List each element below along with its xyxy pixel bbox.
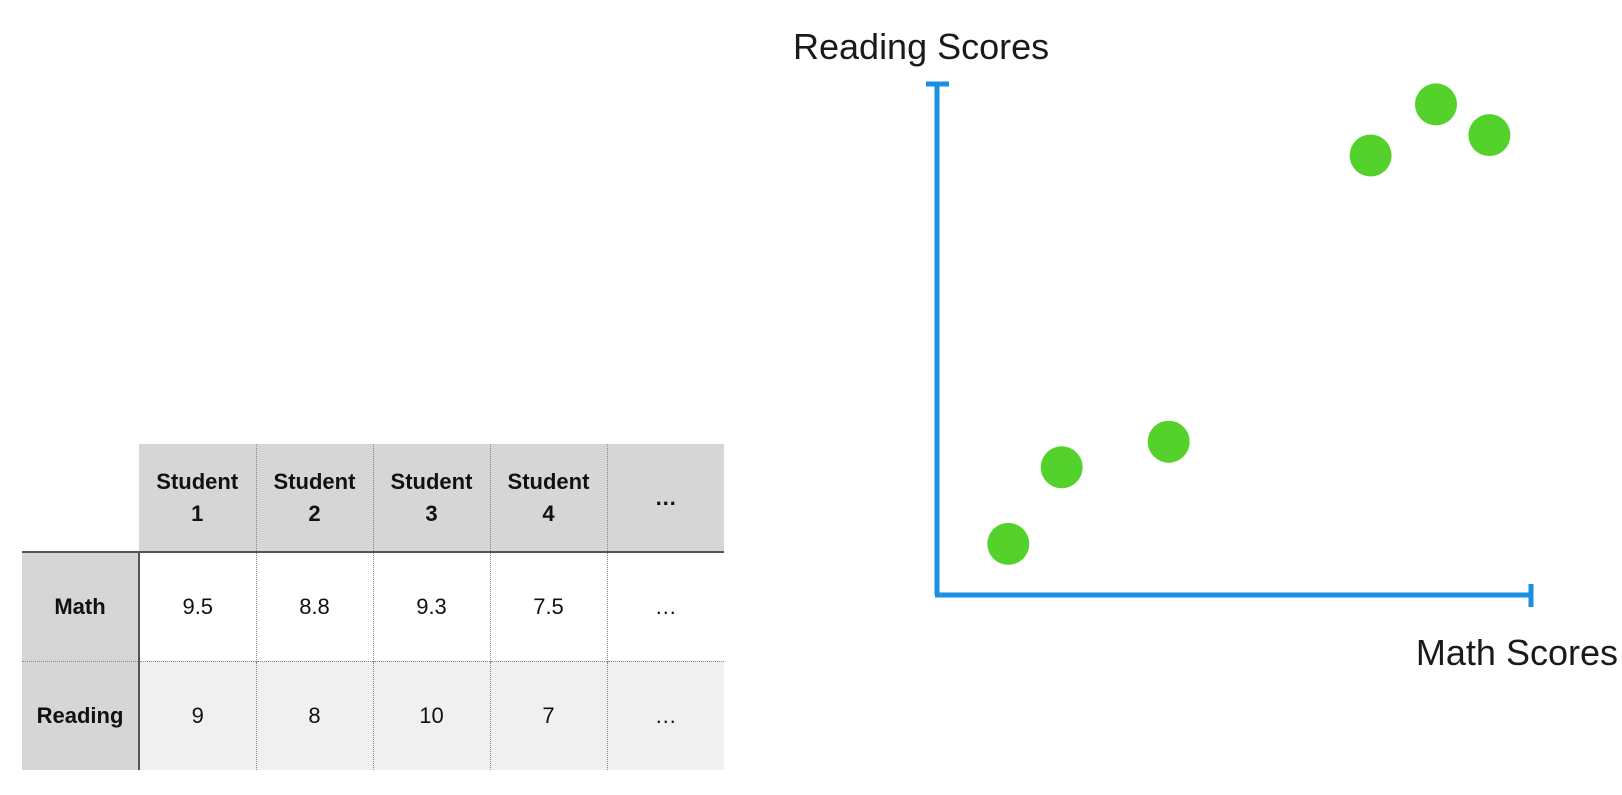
row-header-math: Math — [22, 551, 140, 661]
column-header-label: Student — [156, 468, 239, 494]
column-header-label: Student — [507, 468, 590, 494]
table-cell: 10 — [372, 660, 490, 770]
table-cell: 9.5 — [138, 552, 256, 661]
column-header-number: 1 — [191, 500, 204, 526]
row-header-reading: Reading — [22, 660, 140, 770]
column-header-label: Student — [273, 468, 356, 494]
data-points — [987, 83, 1511, 565]
column-header-more: … — [606, 444, 724, 553]
column-header-student-2: Student 2 — [255, 444, 373, 553]
data-point-5 — [1415, 83, 1457, 126]
column-header-ellipsis: … — [654, 484, 677, 510]
column-header-student-3: Student 3 — [372, 444, 490, 553]
table-cell: 8 — [255, 660, 373, 770]
table-cell: 9.3 — [372, 552, 490, 661]
table-row-math: Math 9.5 8.8 9.3 7.5 … — [22, 551, 724, 661]
column-header-number: 4 — [542, 500, 555, 526]
y-axis-title: Reading Scores — [793, 26, 1049, 67]
x-axis-title: Math Scores — [1416, 632, 1618, 673]
table-cell: 9 — [138, 660, 256, 770]
column-header-student-4: Student 4 — [489, 444, 607, 553]
data-point-2 — [1040, 446, 1083, 489]
data-point-4 — [1349, 134, 1392, 177]
table-corner-cell — [22, 444, 139, 552]
table-cell: 8.8 — [255, 552, 373, 661]
table-row-reading: Reading 9 8 10 7 … — [22, 660, 724, 770]
column-header-student-1: Student 1 — [139, 444, 256, 553]
column-header-label: Student — [390, 468, 473, 494]
scores-table: Student 1 Student 2 Student 3 Student 4 … — [22, 444, 724, 770]
table-header-row: Student 1 Student 2 Student 3 Student 4 … — [22, 444, 724, 553]
data-point-6 — [1468, 114, 1511, 157]
table-cell: 7.5 — [489, 552, 607, 661]
column-header-number: 2 — [308, 500, 321, 526]
table-cell-ellipsis: … — [606, 660, 724, 770]
table-cell: 7 — [489, 660, 607, 770]
column-header-number: 3 — [425, 500, 438, 526]
data-point-1 — [987, 522, 1030, 565]
data-point-3 — [1147, 420, 1190, 463]
table-cell-ellipsis: … — [606, 552, 724, 661]
